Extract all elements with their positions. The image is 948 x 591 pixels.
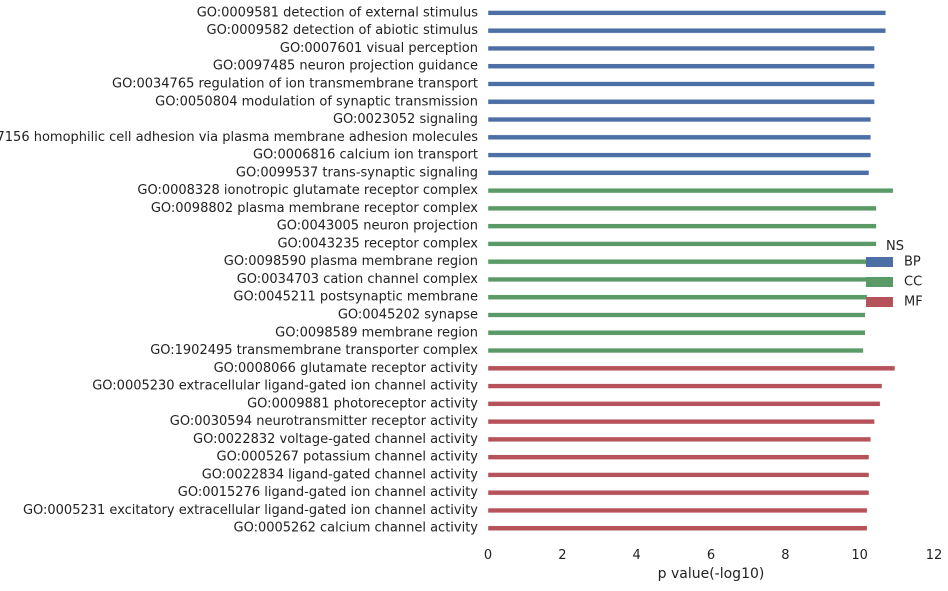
category-label: GO:0008066 glutamate receptor activity <box>214 361 479 376</box>
category-label: GO:0023052 signaling <box>333 112 478 127</box>
bar-cc <box>487 223 877 229</box>
category-label: GO:0098590 plasma membrane region <box>224 254 478 269</box>
bar-mf <box>487 507 868 514</box>
bar-mf <box>487 419 875 425</box>
legend-title: NS <box>886 239 904 254</box>
bar-mf <box>487 365 896 371</box>
legend-label-mf: MF <box>904 295 923 310</box>
bar-mf <box>487 490 870 496</box>
bar-cc <box>487 330 866 336</box>
bar-bp <box>487 116 872 123</box>
bar-bp <box>487 10 886 16</box>
category-label: GO:0005230 extracellular ligand-gated io… <box>92 379 478 394</box>
x-tick-label: 10 <box>851 548 868 563</box>
category-label: GO:0030594 neurotransmitter receptor act… <box>170 414 479 429</box>
legend-swatch-bp <box>866 257 893 267</box>
bar-mf <box>487 383 883 389</box>
category-label: GO:0098802 plasma membrane receptor comp… <box>151 201 478 216</box>
legend-swatch-cc <box>866 277 893 287</box>
category-label: GO:1902495 transmembrane transporter com… <box>150 343 478 358</box>
legend-swatch-mf <box>866 297 893 307</box>
bar-mf <box>487 525 868 531</box>
bar-mf <box>487 472 870 478</box>
bar-bp <box>487 170 870 176</box>
category-label: GO:0045211 postsynaptic membrane <box>233 290 478 305</box>
category-label: GO:0009582 detection of abiotic stimulus <box>207 23 479 38</box>
bar-cc <box>487 187 894 194</box>
bar-bp <box>487 63 875 69</box>
bar-cc <box>487 205 877 211</box>
category-label: GO:0022834 ligand-gated channel activity <box>202 467 479 482</box>
category-label: GO:0043005 neuron projection <box>277 219 478 234</box>
bar-bp <box>487 28 886 34</box>
category-label: GO:0097485 neuron projection guidance <box>213 59 478 74</box>
bar-mf <box>487 401 881 407</box>
bar-bp <box>487 134 872 140</box>
bars <box>487 10 896 531</box>
bar-cc <box>487 347 864 354</box>
x-axis-label: p value(-log10) <box>658 566 765 582</box>
category-label: GO:0007601 visual perception <box>280 41 478 56</box>
bar-cc <box>487 294 868 300</box>
category-label: GO:0015276 ligand-gated ion channel acti… <box>178 485 479 500</box>
category-label: GO:0050804 modulation of synaptic transm… <box>155 94 478 109</box>
category-label: GO:0005267 potassium channel activity <box>217 450 479 465</box>
category-label: GO:0009581 detection of external stimulu… <box>197 5 479 20</box>
legend: NS BP CC MF <box>866 239 923 310</box>
bar-bp <box>487 45 875 52</box>
bar-bp <box>487 81 875 87</box>
x-axis: 0 2 4 6 8 10 12 <box>484 548 942 563</box>
category-label: GO:0034765 regulation of ion transmembra… <box>112 76 478 91</box>
x-tick-label: 6 <box>707 548 715 563</box>
category-label: GO:0098589 membrane region <box>275 325 478 340</box>
bar-cc <box>487 312 866 318</box>
category-label: GO:0005262 calcium channel activity <box>234 521 479 536</box>
category-label: GO:0034703 cation channel complex <box>237 272 479 287</box>
category-label: GO:0043235 receptor complex <box>277 236 478 251</box>
bar-mf <box>487 436 872 442</box>
x-tick-label: 4 <box>633 548 641 563</box>
legend-label-bp: BP <box>904 255 921 270</box>
category-label: GO:0009881 photoreceptor activity <box>247 396 478 411</box>
x-tick-label: 0 <box>484 548 492 563</box>
bar-bp <box>487 99 875 105</box>
bar-cc <box>487 259 868 265</box>
category-label: GO:0022832 voltage-gated channel activit… <box>193 432 478 447</box>
category-labels: GO:0009581 detection of external stimulu… <box>0 5 478 535</box>
x-tick-label: 12 <box>926 548 943 563</box>
bar-bp <box>487 152 872 158</box>
category-label: GO:0006816 calcium ion transport <box>253 148 478 163</box>
category-label: GO:0008328 ionotropic glutamate receptor… <box>137 183 478 198</box>
bar-mf <box>487 454 870 460</box>
bar-cc <box>487 241 877 247</box>
category-label: GO:0099537 trans-synaptic signaling <box>236 165 478 180</box>
category-label: GO:0045202 synapse <box>338 307 478 322</box>
x-tick-label: 8 <box>781 548 789 563</box>
category-label: GO:0007156 homophilic cell adhesion via … <box>0 130 478 145</box>
legend-label-cc: CC <box>904 275 922 290</box>
bar-cc <box>487 276 868 283</box>
x-tick-label: 2 <box>558 548 566 563</box>
category-label: GO:0005231 excitatory extracellular liga… <box>23 503 478 518</box>
